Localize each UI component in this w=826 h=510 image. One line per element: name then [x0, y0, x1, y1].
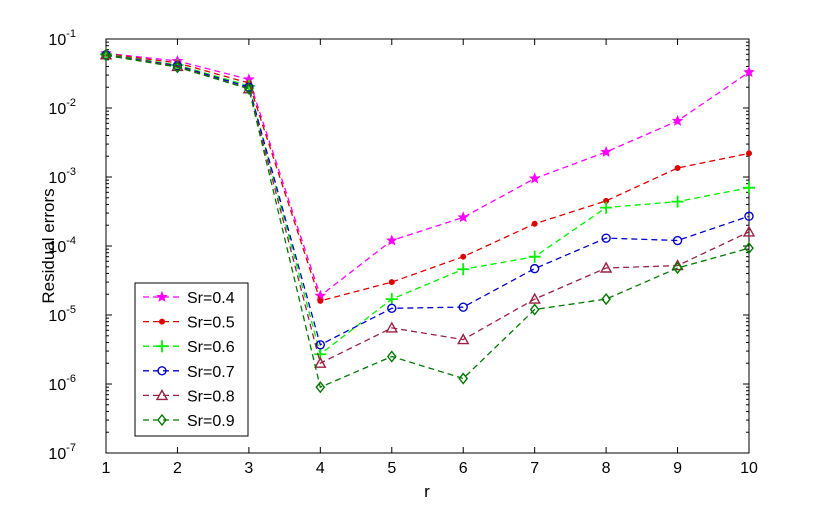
- series-marker: [671, 195, 684, 208]
- legend-label: Sr=0.7: [187, 364, 235, 381]
- series-marker: [157, 366, 167, 376]
- legend-label: Sr=0.6: [187, 339, 235, 356]
- x-tick-label: 8: [602, 460, 611, 477]
- series-marker: [671, 114, 684, 126]
- x-axis-label: r: [424, 482, 430, 501]
- series-marker: [159, 318, 165, 325]
- legend-label: Sr=0.4: [187, 290, 235, 307]
- series-marker: [156, 340, 168, 353]
- series-marker: [742, 225, 756, 237]
- series-marker: [458, 302, 468, 312]
- series-marker: [457, 333, 470, 345]
- series-marker: [172, 61, 183, 74]
- legend-label: Sr=0.5: [187, 315, 235, 332]
- series-marker: [743, 181, 755, 194]
- series-marker: [672, 235, 683, 246]
- series-marker: [601, 292, 612, 306]
- series-marker: [600, 145, 612, 157]
- series-marker: [315, 340, 326, 350]
- series-marker: [385, 234, 398, 246]
- x-tick-label: 9: [673, 460, 682, 477]
- series-marker: [528, 292, 541, 304]
- series-marker: [457, 263, 470, 276]
- series-marker: [388, 279, 395, 286]
- legend-box: [134, 282, 249, 437]
- legend-label: Sr=0.8: [187, 388, 235, 405]
- series-marker: [601, 233, 611, 243]
- x-tick-label: 7: [530, 460, 539, 477]
- series-marker: [387, 303, 397, 314]
- series-marker: [317, 297, 324, 304]
- y-tick-label: 10-5: [48, 304, 76, 325]
- series-marker: [528, 172, 541, 184]
- series-sr-0-9: [101, 49, 754, 394]
- x-tick-label: 4: [316, 460, 325, 477]
- y-tick-label: 10-3: [48, 166, 76, 187]
- series-marker: [157, 413, 167, 427]
- x-tick-label: 3: [244, 460, 253, 477]
- y-tick-label: 10-4: [48, 235, 76, 256]
- x-tick-label: 2: [173, 460, 182, 477]
- series-marker: [460, 253, 467, 260]
- series-marker: [314, 356, 327, 368]
- series-marker: [744, 211, 754, 221]
- series-marker: [529, 263, 540, 274]
- series-marker: [600, 201, 613, 214]
- series-marker: [458, 372, 469, 385]
- series-marker: [674, 165, 681, 172]
- series-line: [105, 53, 750, 356]
- y-axis-label: Residual errors: [39, 188, 58, 303]
- series-line: [105, 52, 750, 297]
- series-marker: [529, 303, 540, 316]
- series-marker: [531, 220, 538, 227]
- x-tick-label: 1: [102, 460, 111, 477]
- series-marker: [243, 82, 254, 95]
- series-marker: [385, 293, 398, 306]
- series-marker: [155, 388, 169, 401]
- legend: Sr=0.4 Sr=0.5 Sr=0.6 Sr=0.7 Sr=0.8 Sr=0.9: [134, 282, 249, 437]
- y-tick-label: 10-1: [48, 28, 76, 49]
- series-marker: [744, 242, 754, 255]
- series-marker: [457, 211, 470, 223]
- series-line: [105, 54, 750, 346]
- x-tick-label: 5: [387, 460, 396, 477]
- series-marker: [315, 381, 326, 394]
- x-tick-label: 6: [459, 460, 468, 477]
- series-marker: [528, 250, 541, 263]
- series-marker: [743, 66, 755, 78]
- series-layer: [99, 47, 756, 394]
- series-marker: [599, 261, 613, 273]
- series-marker: [385, 321, 398, 333]
- x-tick-label: 10: [740, 460, 758, 477]
- series-marker: [101, 49, 111, 62]
- series-marker: [386, 350, 397, 363]
- legend-label: Sr=0.9: [187, 413, 235, 430]
- y-tick-label: 10-2: [48, 97, 76, 118]
- series-marker: [672, 261, 683, 275]
- y-tick-label: 10-7: [48, 442, 76, 463]
- series-marker: [746, 150, 752, 157]
- y-tick-label: 10-6: [48, 373, 76, 394]
- series-marker: [156, 290, 168, 302]
